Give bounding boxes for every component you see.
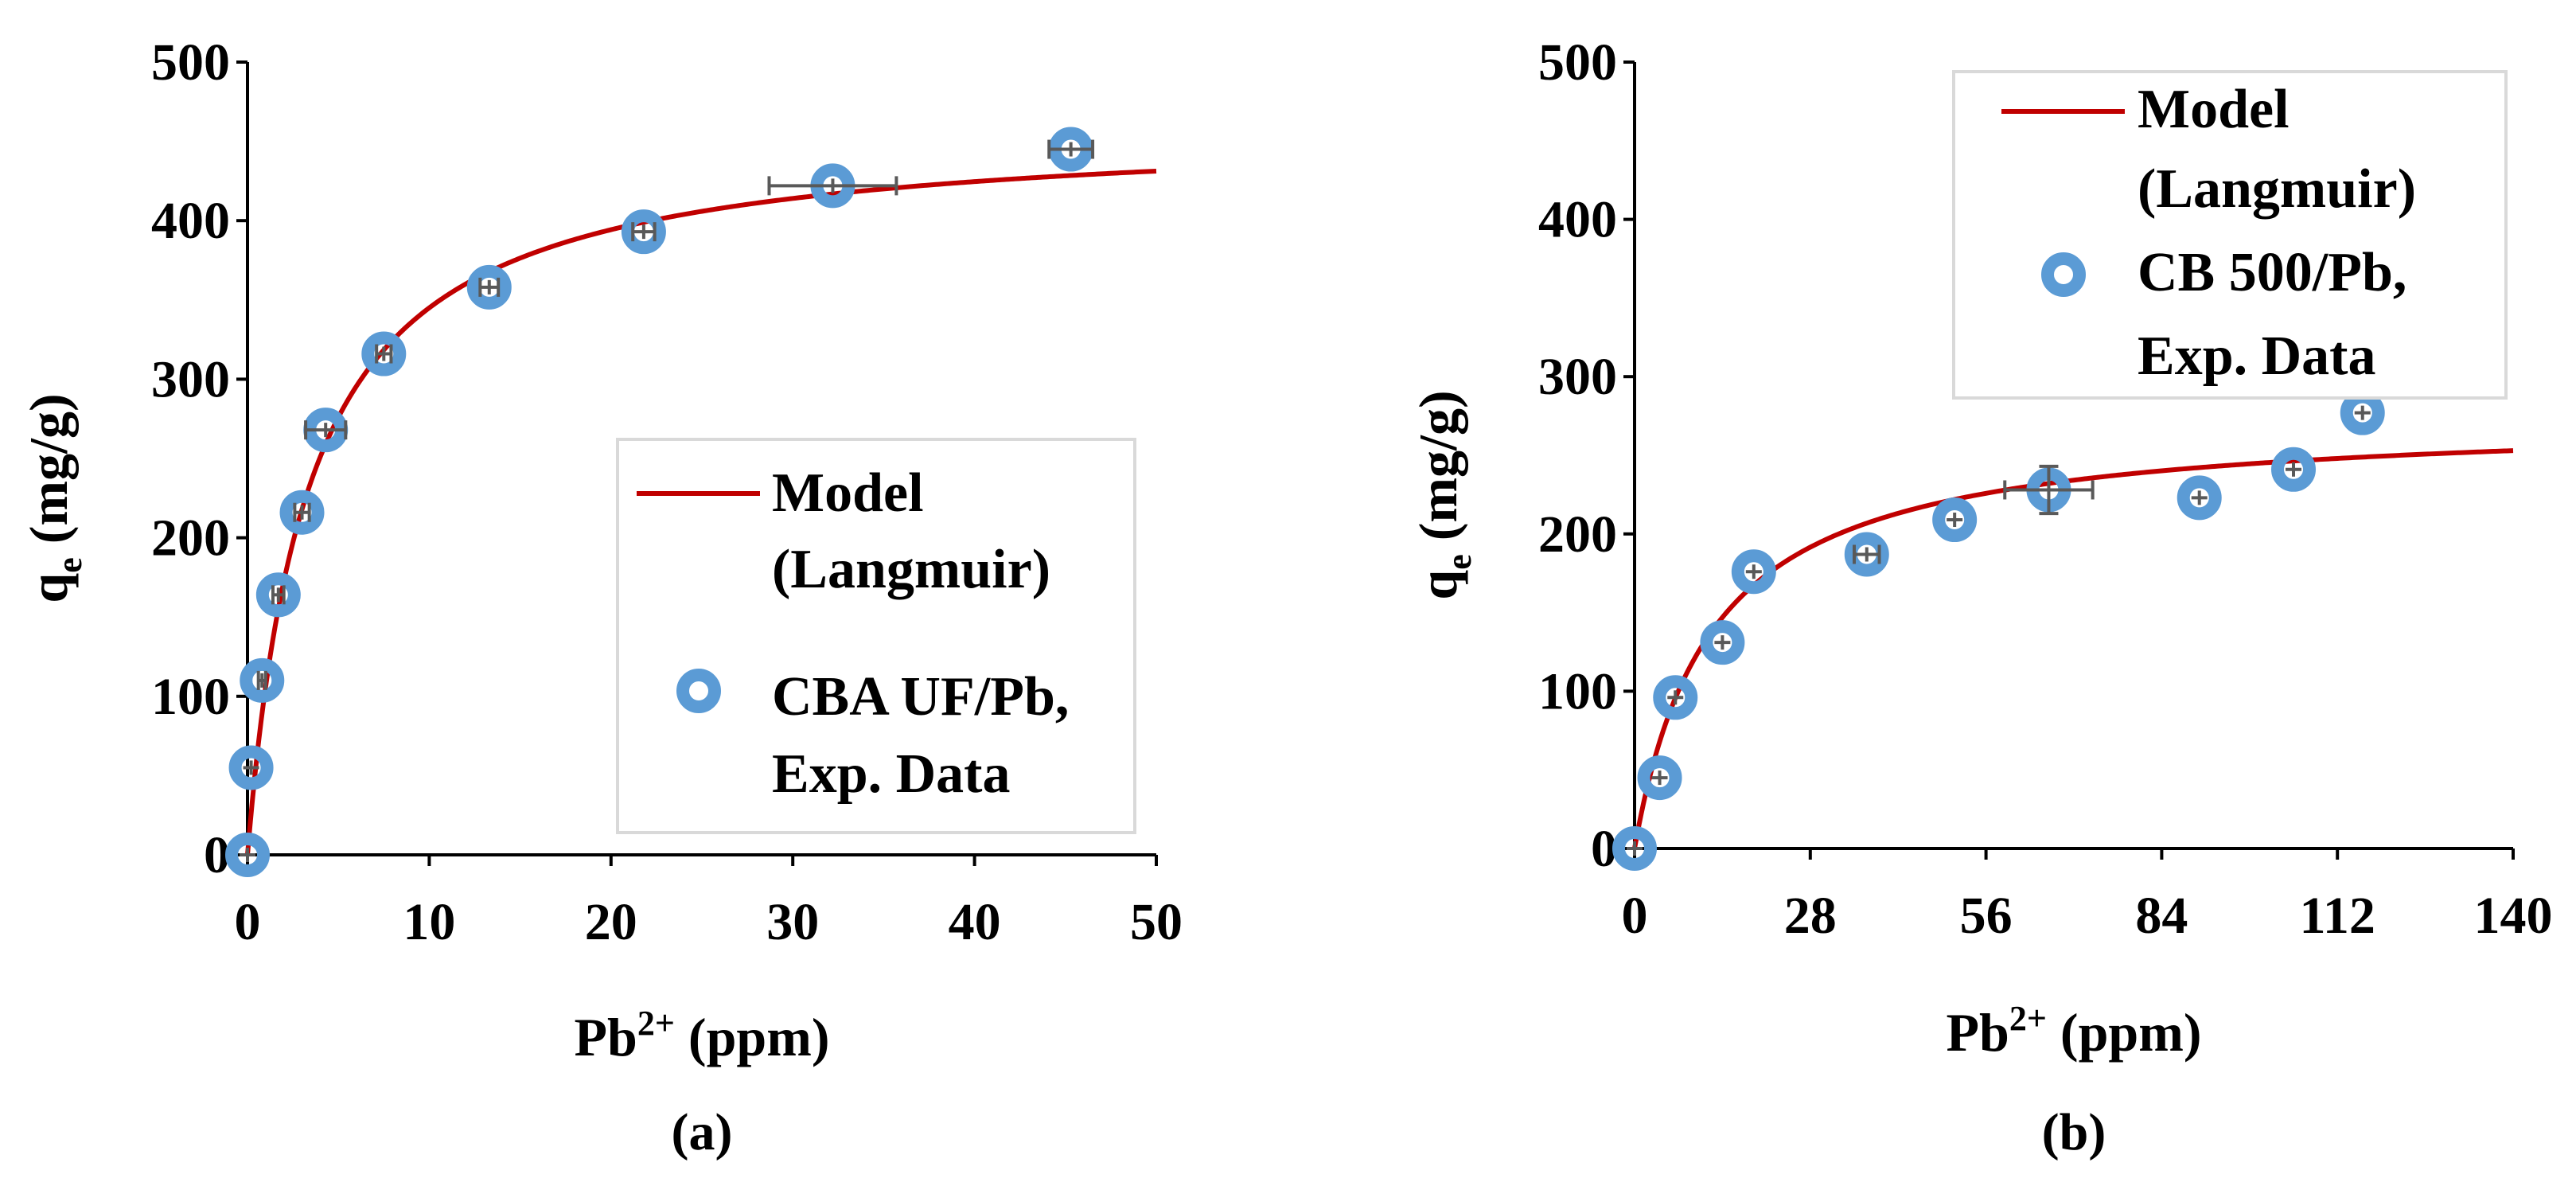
- y-tick-label: 400: [1538, 191, 1617, 249]
- data-point: [1637, 755, 1682, 801]
- data-point: [2003, 464, 2095, 516]
- legend-box: [1952, 70, 2508, 400]
- data-point: [240, 657, 285, 703]
- data-marker: [1612, 826, 1657, 871]
- data-point: [1731, 549, 1776, 595]
- panel-label: (a): [672, 1103, 733, 1161]
- y-axis-title-main: q: [18, 573, 79, 603]
- x-axis-title-sup: 2+: [2009, 999, 2047, 1038]
- data-point: [225, 833, 270, 877]
- y-tick-label: 300: [1538, 348, 1617, 406]
- y-axis-title-sub: e: [1440, 554, 1479, 570]
- data-marker: [240, 657, 285, 703]
- y-tick-label: 500: [151, 33, 230, 92]
- x-tick-label: 30: [766, 893, 819, 951]
- x-tick-label: 0: [1622, 887, 1648, 945]
- y-axis-title: qe (mg/g): [1408, 390, 1479, 599]
- legend-model-label-line1: Model: [772, 462, 924, 524]
- data-marker: [279, 490, 325, 535]
- data-point: [303, 408, 349, 453]
- y-tick-label: 300: [151, 350, 230, 408]
- data-marker: [621, 209, 666, 255]
- y-tick-label: 500: [1538, 33, 1617, 92]
- x-tick-label: 40: [949, 893, 1001, 951]
- model-langmuir-line: [1632, 448, 2514, 849]
- x-axis-title: Pb2+ (ppm): [1946, 999, 2201, 1063]
- data-point: [621, 209, 666, 255]
- data-marker: [1637, 755, 1682, 801]
- data-marker: [225, 833, 270, 877]
- data-point: [466, 264, 512, 310]
- y-axis-title-suffix: (mg/g): [1408, 390, 1468, 554]
- x-axis-title-suffix: (ppm): [2047, 1002, 2202, 1063]
- legend-data-label-line1: CBA UF/Pb,: [772, 666, 1069, 728]
- y-tick-label: 200: [1538, 505, 1617, 564]
- data-point: [1653, 675, 1698, 720]
- data-point: [2271, 447, 2316, 492]
- data-point: [228, 745, 274, 790]
- data-point: [279, 490, 325, 535]
- data-point: [2340, 390, 2385, 435]
- x-tick-label: 10: [403, 893, 455, 951]
- x-tick-label: 56: [1960, 887, 2013, 945]
- x-tick-label: 28: [1784, 887, 1837, 945]
- legend: Model (Langmuir) CBA UF/Pb, Exp. Data: [616, 438, 1136, 834]
- model-langmuir-line: [245, 168, 1157, 856]
- y-axis-title-suffix: (mg/g): [18, 393, 79, 557]
- data-point: [1047, 127, 1095, 172]
- legend-box: [616, 438, 1136, 834]
- data-marker: [1653, 675, 1698, 720]
- y-tick-label: 100: [1538, 662, 1617, 720]
- legend-data-label-line2: Exp. Data: [2138, 326, 2375, 387]
- y-tick-label: 400: [151, 192, 230, 250]
- data-marker: [2271, 447, 2316, 492]
- x-tick-label: 112: [2300, 887, 2375, 945]
- data-marker: [1700, 620, 1745, 665]
- data-marker: [2177, 475, 2222, 521]
- data-point: [255, 572, 301, 618]
- x-tick-label: 0: [235, 893, 261, 951]
- data-marker: [1932, 497, 1978, 543]
- y-tick-label: 100: [151, 668, 230, 726]
- data-marker: [466, 264, 512, 310]
- data-point: [1932, 497, 1978, 543]
- data-point: [1612, 826, 1657, 871]
- legend-data-label-line2: Exp. Data: [772, 743, 1010, 805]
- x-tick-label: 140: [2474, 887, 2553, 945]
- x-axis-title-sup: 2+: [637, 1004, 675, 1043]
- data-point: [767, 163, 898, 209]
- y-axis-title: qe (mg/g): [18, 393, 89, 603]
- panel-label: (b): [2042, 1103, 2106, 1161]
- data-marker: [1844, 532, 1889, 577]
- legend-model-label-line2: (Langmuir): [772, 539, 1050, 600]
- x-axis-title-main: Pb: [574, 1007, 637, 1067]
- y-tick-label: 200: [151, 509, 230, 568]
- data-marker: [228, 745, 274, 790]
- y-axis-title-main: q: [1408, 570, 1468, 600]
- data-point: [361, 331, 407, 376]
- x-axis-title: Pb2+ (ppm): [574, 1004, 829, 1067]
- legend: Model (Langmuir) CB 500/Pb, Exp. Data: [1952, 70, 2508, 400]
- y-axis-title-sub: e: [50, 557, 89, 573]
- legend-model-label-line2: (Langmuir): [2138, 158, 2416, 220]
- data-point: [2177, 475, 2222, 521]
- data-marker: [1731, 549, 1776, 595]
- x-tick-label: 84: [2135, 887, 2188, 945]
- x-tick-label: 50: [1130, 893, 1183, 951]
- data-marker: [255, 572, 301, 618]
- data-point: [1844, 532, 1889, 577]
- legend-data-marker: [2041, 252, 2086, 297]
- data-point: [1700, 620, 1745, 665]
- legend-data-label-line1: CB 500/Pb,: [2138, 242, 2406, 303]
- legend-model-label-line1: Model: [2138, 79, 2290, 140]
- x-axis-title-suffix: (ppm): [675, 1007, 830, 1067]
- legend-data-marker: [676, 669, 721, 713]
- x-axis-title-main: Pb: [1946, 1002, 2009, 1063]
- data-marker: [361, 331, 407, 376]
- x-tick-label: 20: [585, 893, 637, 951]
